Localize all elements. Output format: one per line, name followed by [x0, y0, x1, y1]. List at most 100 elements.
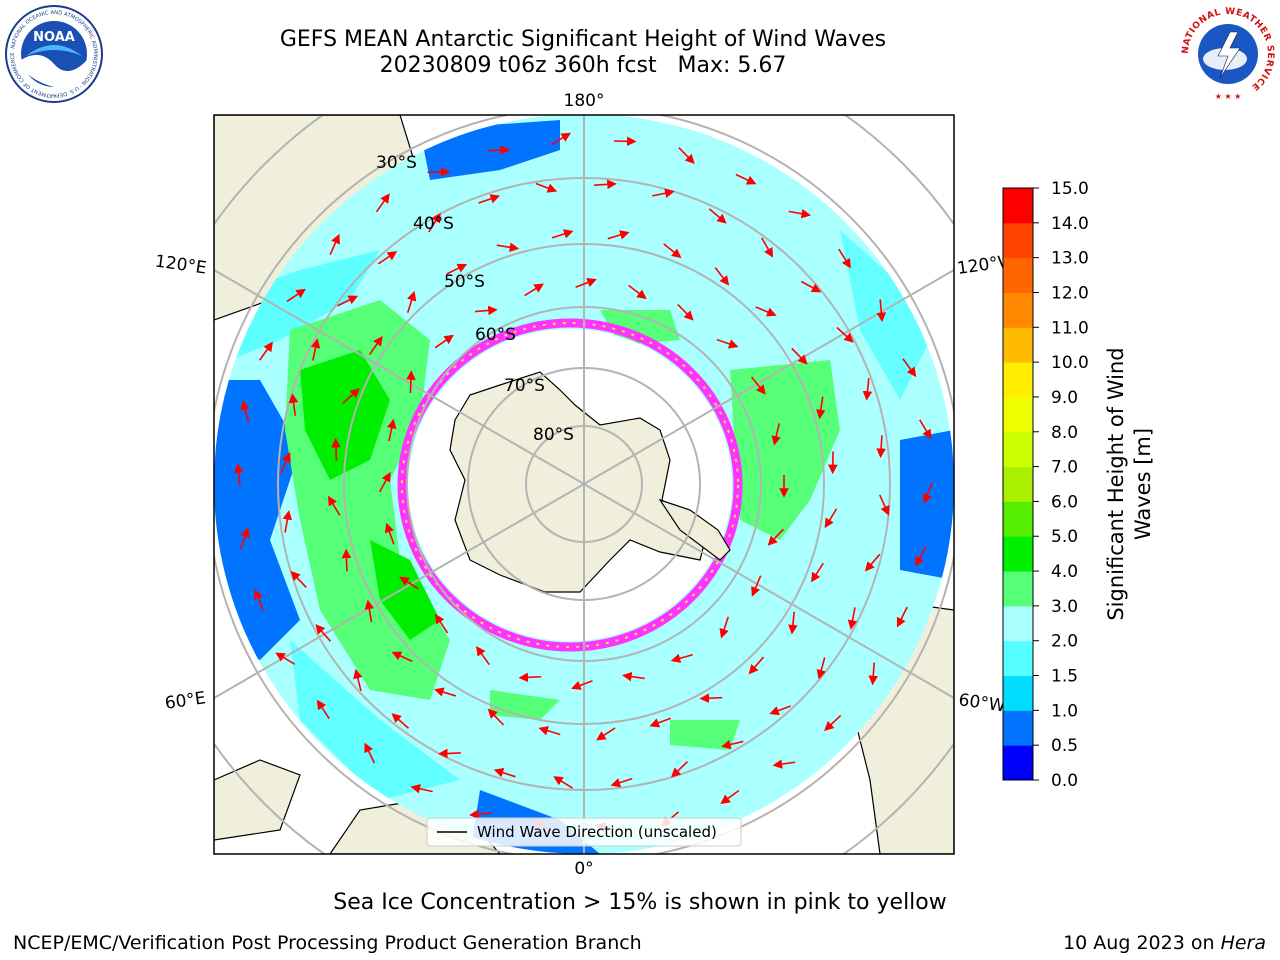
wave-direction-arrow	[836, 326, 854, 343]
wave-direction-arrow	[524, 283, 544, 297]
wave-direction-arrow	[493, 768, 516, 778]
wave-direction-arrow	[879, 494, 890, 516]
lat-label-50s: 50°S	[444, 272, 485, 292]
colorbar-tick-label: 8.0	[1051, 423, 1078, 443]
wave-direction-arrow	[315, 624, 332, 642]
lon-label-60e: 60°E	[164, 688, 207, 713]
wave-direction-arrow	[922, 482, 934, 504]
wave-direction-arrow	[751, 575, 762, 597]
wave-direction-arrows	[233, 132, 934, 832]
lat-label-60s: 60°S	[475, 325, 516, 345]
wave-direction-arrow	[364, 742, 376, 764]
wave-direction-arrow	[596, 727, 616, 741]
date-text: 10 Aug 2023 on	[1063, 932, 1221, 954]
colorbar-tick-label: 0.5	[1051, 736, 1078, 756]
colorbar-cell	[1003, 257, 1033, 293]
wave-direction-arrow	[353, 668, 363, 692]
colorbar-tick-label: 9.0	[1051, 388, 1078, 408]
colorbar-cell	[1003, 396, 1033, 433]
lon-label-bottom: 0°	[574, 859, 593, 879]
lat-label-30s: 30°S	[376, 153, 417, 173]
wave-direction-arrow	[750, 376, 766, 395]
lat-label-80s: 80°S	[533, 425, 574, 445]
wave-direction-arrow	[800, 280, 822, 293]
colorbar-cell	[1003, 571, 1033, 607]
wave-direction-arrow	[478, 194, 501, 204]
wave-direction-arrow	[487, 145, 511, 155]
colorbar-cell	[1003, 640, 1033, 677]
wave-direction-arrow	[915, 545, 927, 567]
wave-direction-arrow	[391, 651, 413, 663]
colorbar-tick-label: 13.0	[1051, 249, 1089, 269]
wave-direction-arrow	[652, 188, 675, 198]
svg-text:★ ★ ★: ★ ★ ★	[1215, 92, 1242, 101]
wave-direction-arrow	[399, 576, 419, 590]
wave-direction-arrow	[862, 378, 873, 401]
wave-direction-arrow	[864, 553, 881, 572]
wave-direction-arrow	[824, 508, 838, 529]
wave-direction-arrow	[434, 334, 454, 349]
wave-direction-arrow	[902, 358, 917, 378]
map-legend: Wind Wave Direction (unscaled)	[426, 817, 742, 847]
wave-direction-arrow	[699, 693, 723, 703]
wave-direction-arrow	[327, 495, 341, 516]
wave-direction-arrow	[868, 662, 879, 686]
system-name: Hera	[1220, 932, 1266, 954]
ice-note: Sea Ice Concentration > 15% is shown in …	[333, 890, 947, 915]
wave-direction-arrow	[368, 335, 383, 356]
wave-direction-arrow	[375, 193, 390, 213]
wave-direction-arrow	[341, 548, 352, 572]
wave-direction-arrow	[316, 699, 330, 720]
graticule	[214, 115, 954, 854]
wave-direction-arrow	[233, 463, 244, 486]
wave-direction-arrow	[755, 306, 777, 317]
credit-line: NCEP/EMC/Verification Post Processing Pr…	[13, 932, 642, 954]
wave-direction-arrow	[735, 173, 757, 185]
wave-direction-arrow	[622, 671, 645, 682]
wave-direction-arrow	[671, 761, 688, 778]
antarctic-peninsula	[658, 498, 731, 561]
colorbar-tick-label: 15.0	[1051, 179, 1089, 199]
wave-direction-arrow	[716, 338, 739, 349]
colorbar-tick-label: 7.0	[1051, 458, 1078, 478]
lon-label-top: 180°	[564, 91, 605, 111]
wave-direction-arrow	[364, 599, 375, 623]
wave-direction-arrow	[838, 248, 851, 269]
colorbar-cell	[1003, 431, 1033, 468]
wave-direction-arrow	[384, 522, 395, 545]
colorbar-tick-label: 10.0	[1051, 353, 1089, 373]
wave-direction-arrow	[876, 435, 886, 459]
wave-direction-arrow	[607, 230, 630, 240]
colorbar-tick-label: 14.0	[1051, 214, 1089, 234]
colorbar-tick-label: 0.0	[1051, 771, 1078, 791]
wave-direction-arrow	[610, 777, 633, 788]
wave-direction-arrow	[310, 338, 321, 361]
wave-direction-arrow	[446, 263, 468, 275]
wave-direction-arrow	[771, 423, 781, 446]
wave-direction-arrow	[377, 251, 398, 265]
wave-direction-arrow	[476, 645, 490, 666]
colorbar-tick-label: 3.0	[1051, 597, 1078, 617]
wave-direction-arrow	[714, 267, 730, 286]
lon-label-120e: 120°E	[154, 252, 208, 279]
wave-direction-arrow	[816, 396, 826, 420]
wave-direction-arrow	[721, 739, 744, 750]
colorbar-cell	[1003, 188, 1033, 224]
legend-label: Wind Wave Direction (unscaled)	[477, 823, 717, 841]
wave-direction-arrow	[474, 305, 498, 316]
wave-direction-arrow	[788, 209, 812, 219]
colorbar-cell	[1003, 362, 1033, 398]
title-line-2: 20230809 t06z 360h fcst Max: 5.67	[379, 53, 787, 78]
wave-direction-arrow	[282, 510, 293, 533]
wave-direction-arrow	[791, 347, 808, 365]
colorbar-label-line2: Waves [m]	[1131, 428, 1155, 540]
wave-direction-arrow	[428, 212, 441, 233]
colorbar-cell	[1003, 501, 1033, 537]
wave-direction-arrow	[286, 288, 306, 303]
colorbar-outline	[1002, 187, 1034, 781]
wave-direction-arrow	[240, 400, 250, 423]
wave-direction-arrow	[487, 708, 505, 726]
wave-direction-arrow	[772, 759, 796, 769]
colorbar-tick-label: 1.0	[1051, 701, 1078, 721]
